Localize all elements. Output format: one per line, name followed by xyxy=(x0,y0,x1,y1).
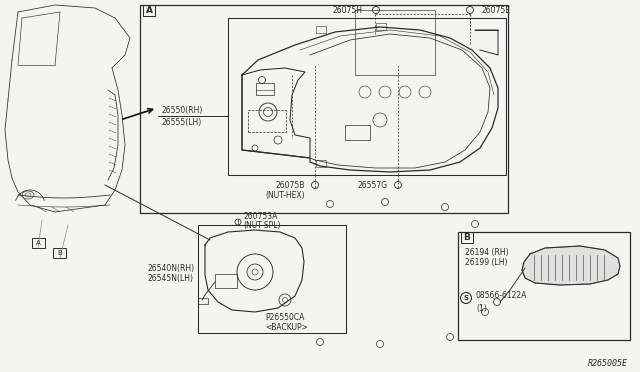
Text: 26075H: 26075H xyxy=(333,6,363,15)
Bar xyxy=(316,26,326,33)
Bar xyxy=(355,10,435,75)
Text: 26557G: 26557G xyxy=(358,180,388,189)
Text: B: B xyxy=(57,250,62,256)
Text: (NUT-SPL): (NUT-SPL) xyxy=(243,221,280,230)
Bar xyxy=(198,225,346,333)
Text: 26550(RH): 26550(RH) xyxy=(162,106,204,115)
Bar xyxy=(376,23,386,30)
Text: P26550CA: P26550CA xyxy=(265,312,305,321)
Text: S: S xyxy=(463,295,468,301)
Bar xyxy=(316,160,326,167)
Text: A: A xyxy=(36,240,41,246)
Bar xyxy=(198,298,208,304)
Text: 26555(LH): 26555(LH) xyxy=(162,118,202,126)
Bar xyxy=(461,232,473,243)
Bar xyxy=(458,232,630,340)
Bar xyxy=(140,5,508,213)
Text: 08566-6122A: 08566-6122A xyxy=(476,292,527,301)
Text: 26075B: 26075B xyxy=(276,180,305,189)
Bar xyxy=(32,238,45,248)
Bar xyxy=(215,274,237,288)
Text: (1): (1) xyxy=(476,304,487,312)
Text: A: A xyxy=(145,6,152,15)
Text: (NUT-HEX): (NUT-HEX) xyxy=(266,190,305,199)
Text: 26540N(RH): 26540N(RH) xyxy=(148,263,195,273)
Text: <BACKUP>: <BACKUP> xyxy=(265,323,308,331)
Bar xyxy=(248,110,286,132)
Bar xyxy=(228,18,506,175)
Polygon shape xyxy=(522,246,620,285)
Text: 26075E: 26075E xyxy=(482,6,511,15)
Text: R265005E: R265005E xyxy=(588,359,628,368)
Bar xyxy=(345,125,370,140)
Bar xyxy=(256,83,274,95)
Text: B: B xyxy=(463,233,470,242)
Text: 260753A: 260753A xyxy=(243,212,277,221)
Text: 26545N(LH): 26545N(LH) xyxy=(148,273,194,282)
Text: 26199 (LH): 26199 (LH) xyxy=(465,257,508,266)
Text: 26194 (RH): 26194 (RH) xyxy=(465,247,509,257)
Bar xyxy=(53,248,66,258)
Bar xyxy=(143,5,155,16)
